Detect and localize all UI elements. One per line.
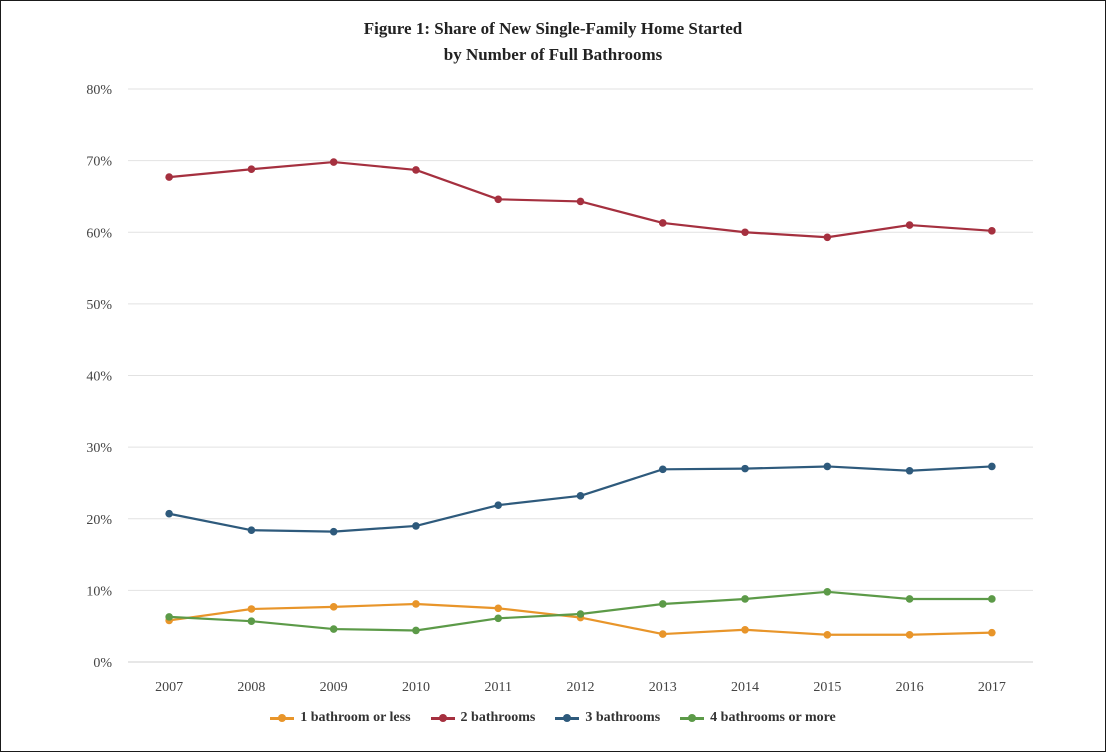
data-point-2-bathrooms [905, 221, 914, 229]
data-point-3-bathrooms [494, 501, 503, 509]
data-point-1-bathroom-or-less [741, 625, 749, 634]
data-point-1-bathroom-or-less [247, 605, 256, 613]
legend-item: 2 bathrooms [430, 710, 536, 726]
legend-item: 1 bathroom or less [270, 710, 411, 726]
data-point-2-bathrooms [412, 166, 420, 174]
data-point-4-bathrooms-or-more [658, 600, 667, 608]
x-tick-label: 2014 [731, 680, 759, 695]
data-point-3-bathrooms [576, 492, 585, 500]
data-point-4-bathrooms-or-more [905, 595, 914, 603]
y-tick-label: 20% [86, 513, 112, 528]
legend-item: 4 bathrooms or more [680, 710, 836, 726]
y-tick-label: 30% [86, 441, 112, 456]
data-point-4-bathrooms-or-more [741, 595, 749, 603]
chart-legend: 1 bathroom or less 2 bathrooms 3 bathrooms… [0, 707, 1106, 729]
data-point-2-bathrooms [329, 158, 338, 166]
data-point-4-bathrooms-or-more [576, 610, 585, 618]
data-point-3-bathrooms [165, 509, 173, 518]
data-point-1-bathroom-or-less [658, 630, 667, 638]
data-point-4-bathrooms-or-more [165, 613, 173, 621]
data-point-2-bathrooms [741, 228, 749, 237]
x-tick-label: 2013 [649, 680, 677, 695]
x-tick-label: 2011 [484, 680, 511, 695]
data-point-3-bathrooms [741, 464, 749, 473]
y-tick-label: 80% [86, 83, 112, 98]
y-tick-label: 60% [86, 226, 112, 241]
legend-swatch [680, 713, 705, 723]
data-point-3-bathrooms [988, 462, 996, 471]
data-point-1-bathroom-or-less [988, 628, 996, 637]
chart-title-line-1: Figure 1: Share of New Single-Family Hom… [363, 19, 743, 38]
data-point-3-bathrooms [412, 522, 420, 530]
data-point-4-bathrooms-or-more [247, 617, 256, 625]
x-tick-label: 2012 [567, 680, 595, 695]
legend-label: 2 bathrooms [460, 710, 536, 725]
data-point-3-bathrooms [658, 465, 667, 474]
legend-item: 3 bathrooms [555, 710, 660, 726]
x-tick-label: 2016 [896, 680, 924, 695]
data-point-2-bathrooms [494, 195, 503, 204]
legend-swatch [430, 713, 455, 723]
data-point-4-bathrooms-or-more [494, 614, 503, 623]
data-point-4-bathrooms-or-more [823, 588, 832, 596]
x-tick-label: 2017 [978, 680, 1006, 695]
data-point-4-bathrooms-or-more [329, 625, 338, 633]
legend-label: 1 bathroom or less [300, 710, 411, 725]
data-point-3-bathrooms [329, 527, 338, 536]
y-tick-label: 50% [86, 298, 112, 313]
y-tick-label: 10% [86, 584, 112, 599]
x-tick-label: 2007 [155, 680, 183, 695]
data-point-3-bathrooms [823, 462, 832, 471]
x-tick-label: 2008 [237, 680, 265, 695]
data-point-3-bathrooms [905, 466, 914, 475]
data-point-4-bathrooms-or-more [988, 595, 996, 603]
data-point-1-bathroom-or-less [412, 600, 420, 608]
data-point-1-bathroom-or-less [905, 630, 914, 639]
y-tick-label: 40% [86, 370, 112, 385]
data-point-2-bathrooms [165, 173, 173, 181]
data-point-4-bathrooms-or-more [412, 626, 420, 635]
data-point-2-bathrooms [658, 219, 667, 227]
legend-swatch [270, 713, 295, 723]
x-tick-label: 2015 [813, 680, 841, 695]
data-point-1-bathroom-or-less [823, 630, 832, 639]
data-point-2-bathrooms [823, 233, 832, 242]
x-tick-label: 2009 [320, 680, 348, 695]
y-tick-label: 0% [93, 656, 112, 671]
data-point-1-bathroom-or-less [494, 604, 503, 613]
legend-label: 3 bathrooms [585, 710, 661, 725]
data-point-1-bathroom-or-less [329, 603, 338, 611]
data-point-2-bathrooms [576, 197, 585, 206]
chart-title-line-2: by Number of Full Bathrooms [443, 45, 663, 64]
data-point-2-bathrooms [247, 165, 256, 174]
data-point-2-bathrooms [988, 227, 996, 235]
y-tick-label: 70% [86, 155, 112, 170]
data-point-3-bathrooms [247, 526, 256, 535]
legend-label: 4 bathrooms or more [710, 710, 836, 725]
x-tick-label: 2010 [402, 680, 430, 695]
legend-swatch [555, 713, 580, 723]
